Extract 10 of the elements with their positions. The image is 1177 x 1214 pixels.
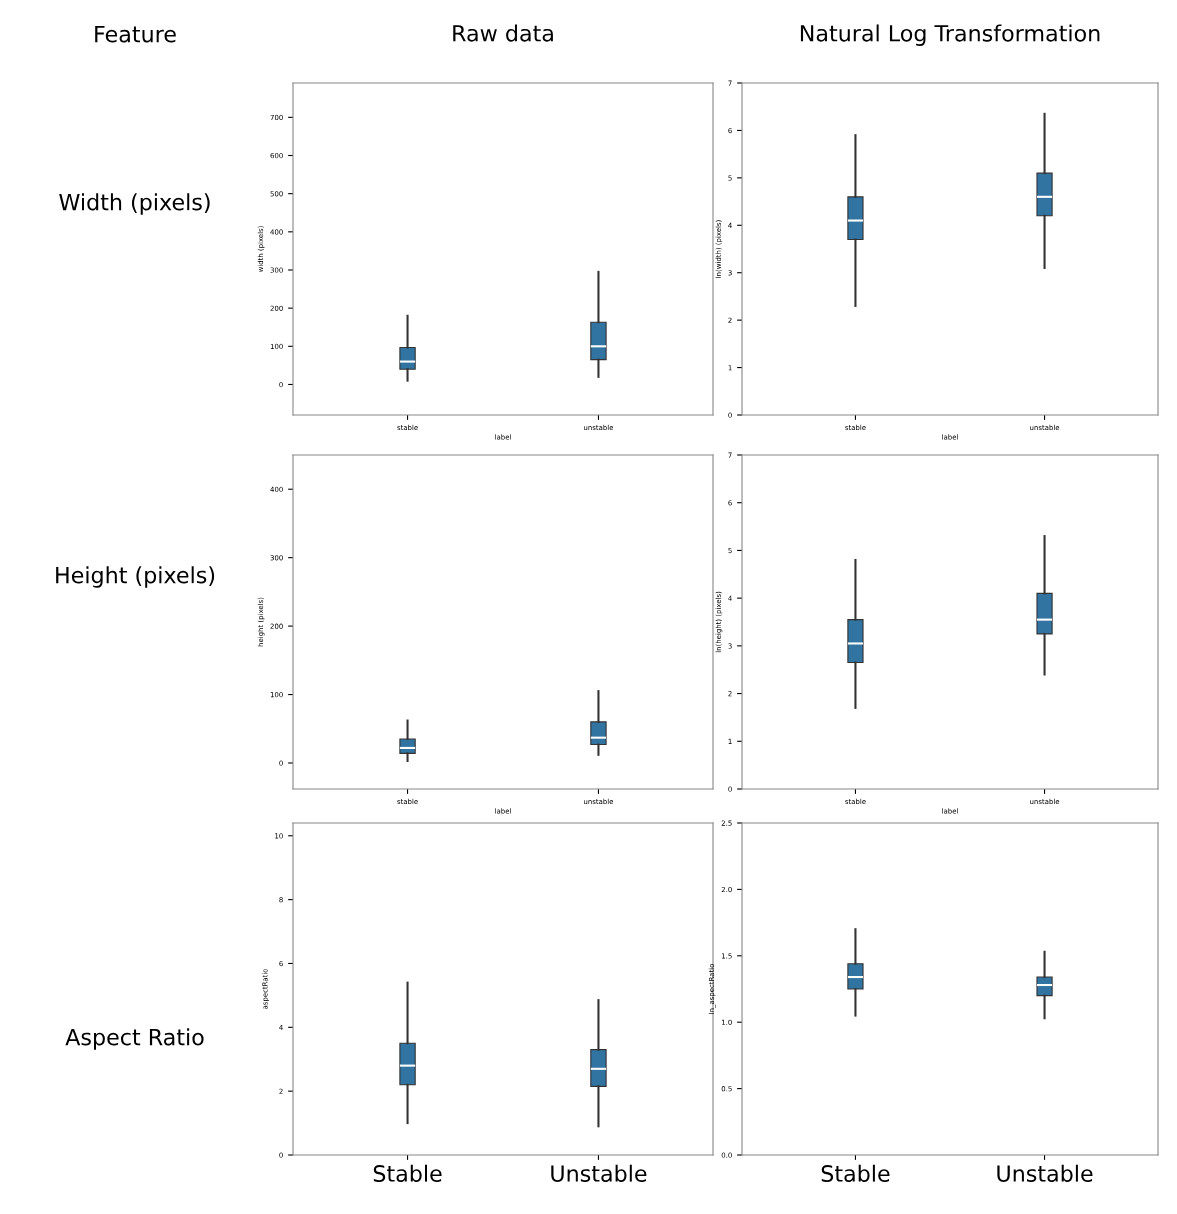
x-tick-label: Stable <box>821 1164 890 1182</box>
text: Feature <box>95 25 176 43</box>
chart-title: Raw data <box>453 24 553 42</box>
x-tick-label: Unstable <box>997 1164 1093 1182</box>
text: Aspect Ratio <box>65 1028 204 1050</box>
x-tick-label: Unstable <box>551 1164 647 1182</box>
chart-title: Natural Log Transformation <box>800 24 1100 46</box>
text: Height (pixels) <box>56 566 215 588</box>
x-tick-label: Stable <box>373 1164 442 1182</box>
text: Width (pixels) <box>59 193 210 215</box>
